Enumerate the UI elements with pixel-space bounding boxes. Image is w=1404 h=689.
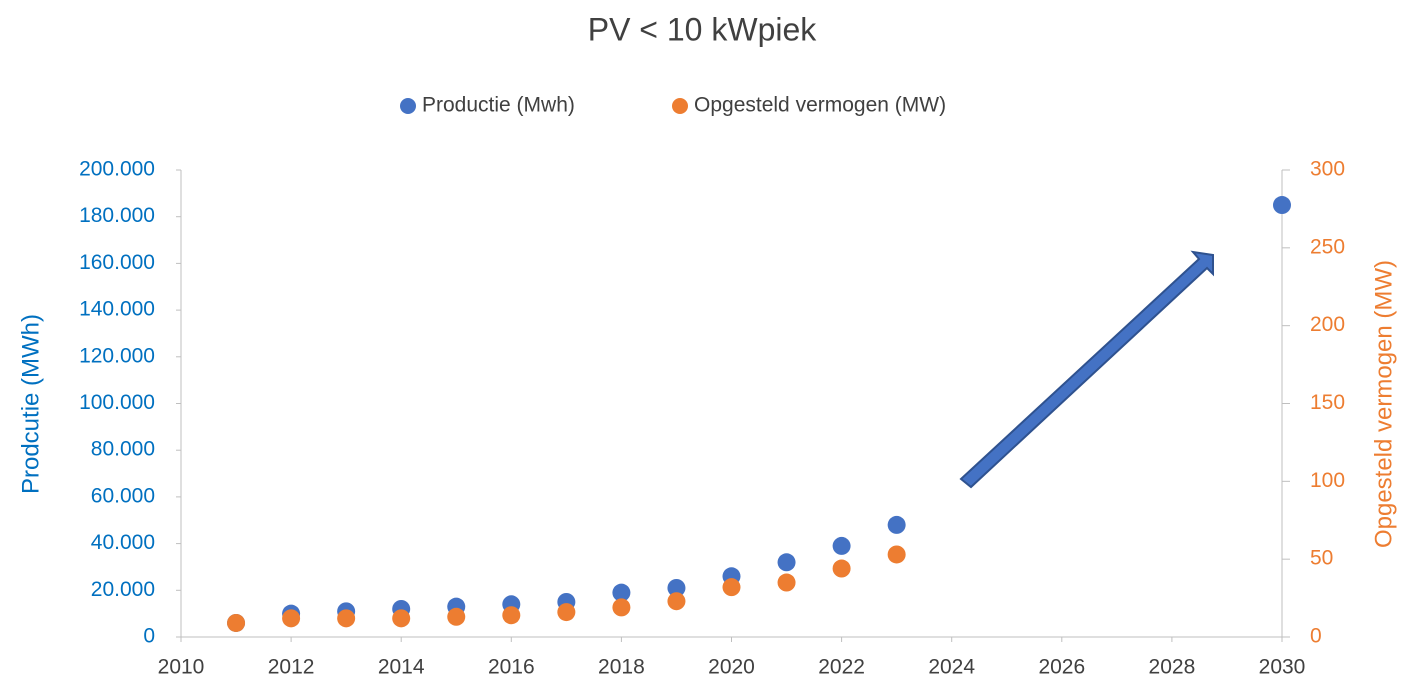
x-tick-label: 2010 xyxy=(158,656,205,679)
x-tick-label: 2024 xyxy=(928,656,975,679)
y2-tick-label: 50 xyxy=(1310,547,1333,570)
point xyxy=(832,559,851,578)
chart-title: PV < 10 kWpiek xyxy=(588,11,818,47)
y-tick-label: 120.000 xyxy=(79,344,155,367)
point xyxy=(557,603,576,622)
x-tick-label: 2016 xyxy=(488,656,535,679)
y-tick-label: 140.000 xyxy=(79,298,155,321)
point xyxy=(667,592,686,611)
y-tick-label: 200.000 xyxy=(79,158,155,181)
point xyxy=(282,609,301,628)
point xyxy=(667,578,686,597)
point xyxy=(1273,196,1291,215)
x-tick-label: 2026 xyxy=(1038,656,1085,679)
x-tick-label: 2028 xyxy=(1149,656,1196,679)
legend-label: Opgesteld vermogen (MW) xyxy=(694,94,946,117)
y2-tick-label: 300 xyxy=(1310,158,1345,181)
y-tick-label: 160.000 xyxy=(79,251,155,274)
y2-tick-label: 0 xyxy=(1310,625,1322,648)
y2-tick-label: 250 xyxy=(1310,235,1345,258)
y2-tick-label: 100 xyxy=(1310,469,1345,492)
point xyxy=(887,515,906,534)
y2-tick-label: 150 xyxy=(1310,391,1345,414)
point xyxy=(887,545,906,564)
y-tick-label: 0 xyxy=(143,625,155,648)
y2-axis-title: Opgesteld vermogen (MW) xyxy=(1370,260,1397,548)
x-tick-label: 2020 xyxy=(708,656,755,679)
y-axis-title: Prodcutie (MWh) xyxy=(17,314,44,494)
point xyxy=(832,536,851,555)
y-tick-label: 20.000 xyxy=(91,578,155,601)
x-tick-label: 2012 xyxy=(268,656,315,679)
y2-tick-label: 200 xyxy=(1310,313,1345,336)
x-tick-label: 2030 xyxy=(1259,656,1306,679)
point xyxy=(722,578,741,597)
legend-marker xyxy=(672,98,688,114)
point xyxy=(777,553,796,572)
y-tick-label: 100.000 xyxy=(79,391,155,414)
y-tick-label: 180.000 xyxy=(79,204,155,227)
arrow xyxy=(959,250,1214,489)
y-tick-label: 80.000 xyxy=(91,438,155,461)
legend-label: Productie (Mwh) xyxy=(422,94,575,117)
legend-marker xyxy=(400,98,416,114)
x-tick-label: 2022 xyxy=(818,656,865,679)
y-tick-label: 40.000 xyxy=(91,531,155,554)
y-tick-label: 60.000 xyxy=(91,484,155,507)
point xyxy=(392,609,411,628)
point xyxy=(502,606,521,625)
point xyxy=(777,573,796,592)
point xyxy=(447,607,466,626)
point xyxy=(612,598,631,617)
point xyxy=(227,613,246,632)
point xyxy=(612,583,631,602)
x-tick-label: 2014 xyxy=(378,656,425,679)
x-tick-label: 2018 xyxy=(598,656,645,679)
point xyxy=(337,609,356,628)
